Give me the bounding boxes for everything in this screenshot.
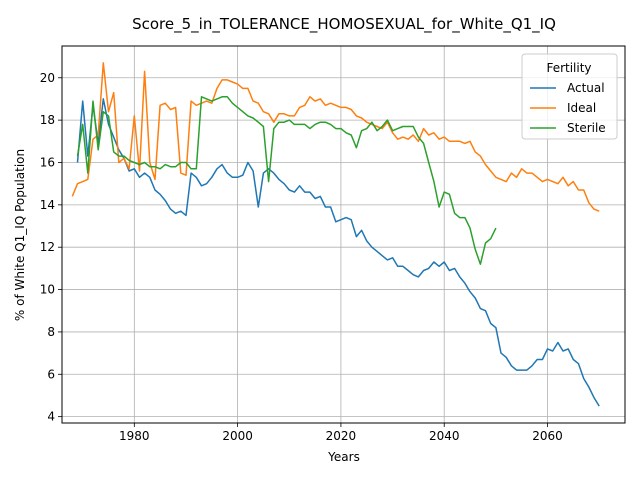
legend-box [521,53,618,140]
y-tick-label: 14 [40,198,55,212]
x-tick-label: 2040 [429,429,460,443]
axis-ticks: 1980 2000 2020 2040 2060 4 6 8 10 12 14 16 18 20 [40,71,563,443]
x-tick-label: 2020 [326,429,357,443]
x-tick-label: 1980 [119,429,150,443]
x-axis-label: Years [327,450,360,464]
x-tick-label: 2000 [222,429,253,443]
series-line-ideal [71,62,600,212]
series-line-sterile [76,96,497,265]
y-tick-label: 10 [40,283,55,297]
y-axis-label: % of White Q1_IQ Population [13,149,27,321]
legend-label-sterile: Sterile [567,121,606,135]
x-tick-label: 2060 [532,429,563,443]
y-tick-label: 4 [47,410,55,424]
y-tick-label: 18 [40,113,55,127]
y-tick-label: 16 [40,155,55,169]
y-tick-label: 20 [40,71,55,85]
legend: Fertility Actual Ideal Sterile [521,53,618,140]
legend-label-ideal: Ideal [567,101,596,115]
chart-title: Score_5_in_TOLERANCE_HOMOSEXUAL_for_Whit… [132,15,556,34]
series-line-actual [76,98,600,407]
y-tick-label: 6 [47,367,55,381]
legend-items: Actual Ideal Sterile [530,81,606,135]
legend-title: Fertility [546,61,591,75]
y-tick-label: 8 [47,325,55,339]
grid [62,46,625,423]
series-lines [71,62,600,407]
legend-label-actual: Actual [567,81,605,95]
plot-frame [61,45,626,424]
y-tick-label: 12 [40,240,55,254]
